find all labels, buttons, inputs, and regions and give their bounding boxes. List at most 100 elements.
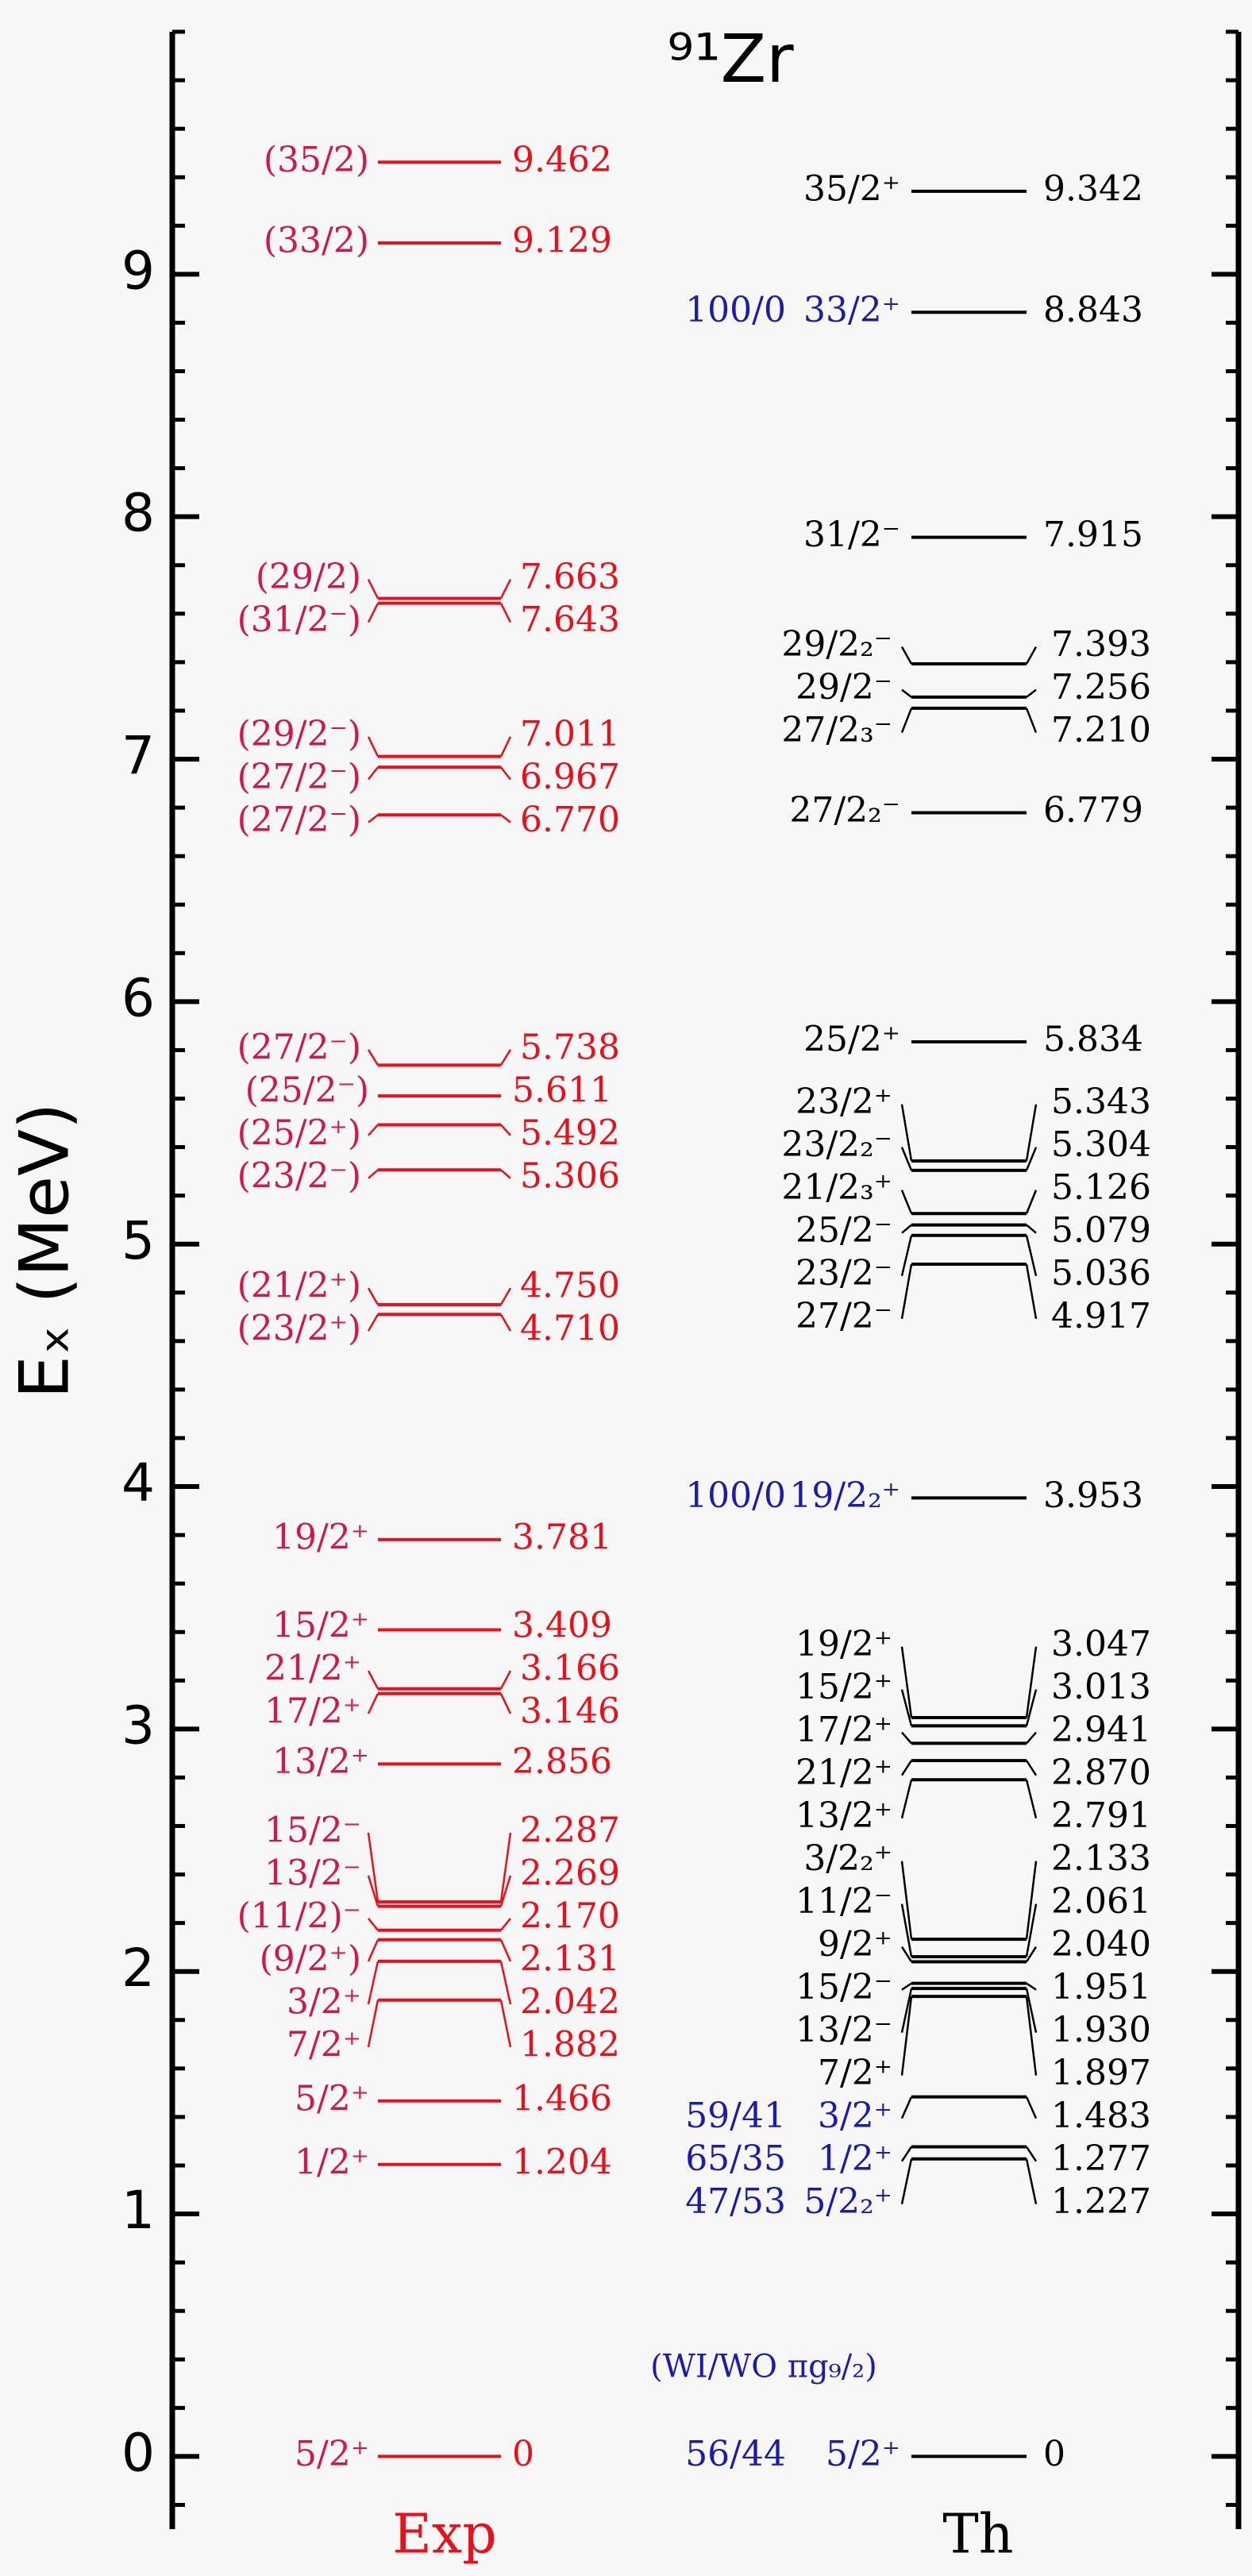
connector	[367, 579, 379, 600]
connector	[900, 2096, 913, 2119]
spin-label: 5/2⁺	[295, 2078, 369, 2119]
connector	[367, 1832, 379, 1903]
connector	[500, 1169, 511, 1179]
connector	[1025, 1996, 1038, 2076]
energy-label: 3.781	[512, 1517, 612, 1557]
connector	[368, 766, 379, 781]
connector	[499, 1693, 512, 1714]
spin-label: 7/2⁺	[818, 2053, 892, 2093]
connector	[901, 1731, 912, 1745]
energy-label: 2.870	[1051, 1753, 1151, 1793]
connector	[499, 579, 512, 600]
energy-label: 3.013	[1051, 1667, 1151, 1707]
spin-label: 9/2⁺	[818, 1924, 892, 1965]
spin-label: (31/2⁻)	[237, 600, 361, 640]
energy-label: 0	[1043, 2434, 1065, 2474]
connector	[499, 1287, 512, 1305]
connector	[900, 2158, 913, 2204]
connector	[368, 1124, 379, 1136]
connector	[1025, 1946, 1038, 1963]
energy-label: 1.204	[512, 2142, 612, 2182]
spin-label: (35/2)	[264, 140, 369, 180]
ratio-label: 56/44	[685, 2434, 786, 2474]
connector	[368, 1918, 379, 1931]
spin-label: 21/2⁺	[264, 1648, 361, 1688]
spin-label: (25/2⁻)	[245, 1070, 369, 1110]
connector	[367, 736, 379, 758]
y-tick-label: 4	[121, 1452, 155, 1514]
spin-label: 29/2⁻	[796, 667, 892, 708]
connector	[1025, 1104, 1038, 1162]
connector	[1025, 708, 1038, 734]
y-axis-label: Eₓ (MeV)	[5, 1103, 84, 1399]
connector	[900, 1689, 913, 1726]
spin-label: (29/2⁻)	[237, 714, 361, 754]
connector	[901, 1224, 912, 1234]
energy-label: 9.462	[512, 140, 612, 180]
connector	[900, 1996, 913, 2076]
energy-label: 1.882	[520, 2024, 620, 2065]
spin-label: (23/2⁻)	[237, 1155, 361, 1196]
spin-label: 21/2⁺	[796, 1753, 892, 1793]
connector	[1025, 1903, 1038, 1957]
energy-label: 2.040	[1051, 1924, 1151, 1965]
spin-label: (27/2⁻)	[237, 1027, 361, 1067]
spin-label: 1/2⁺	[818, 2138, 892, 2179]
spin-label: 23/2₂⁻	[781, 1124, 892, 1165]
energy-label: 3.146	[520, 1691, 620, 1731]
column-label: Th	[942, 2504, 1013, 2566]
connector	[900, 1946, 913, 1963]
energy-label: 4.917	[1051, 1296, 1151, 1336]
spin-label: 13/2⁺	[796, 1795, 892, 1836]
energy-label: 0	[512, 2434, 534, 2474]
y-tick-label: 2	[121, 1938, 155, 1999]
connector	[900, 1190, 913, 1214]
connector	[367, 1287, 379, 1305]
spin-label: 15/2⁺	[796, 1667, 892, 1707]
connector	[1025, 1190, 1038, 1214]
connector	[1025, 1235, 1038, 1277]
connector	[901, 1982, 912, 1991]
energy-label: 5.306	[520, 1155, 620, 1196]
energy-label: 5.834	[1043, 1020, 1143, 1060]
spin-label: (25/2⁺)	[237, 1113, 361, 1153]
spin-label: 25/2⁻	[796, 1210, 892, 1251]
connector	[367, 1875, 379, 1907]
connector	[900, 2146, 913, 2162]
energy-label: 5.343	[1051, 1082, 1151, 1122]
connector	[499, 1961, 512, 2005]
chart-title: ⁹¹Zr	[667, 20, 794, 98]
spin-label: 23/2⁺	[796, 1082, 892, 1122]
connector	[499, 1670, 512, 1690]
y-tick-label: 0	[121, 2422, 155, 2483]
connector	[1025, 1988, 1038, 2033]
energy-label: 5.611	[512, 1070, 612, 1110]
energy-label: 2.941	[1051, 1710, 1151, 1750]
energy-label: 6.967	[520, 757, 620, 797]
spin-label: 15/2⁻	[796, 1967, 892, 2007]
energy-label: 5.304	[1051, 1124, 1151, 1165]
energy-label: 3.953	[1043, 1475, 1143, 1516]
energy-label: 2.131	[520, 1938, 620, 1979]
ratio-label: 47/53	[685, 2181, 786, 2222]
energy-label: 3.409	[512, 1605, 612, 1645]
connector	[1025, 1147, 1038, 1171]
energy-label: 7.011	[520, 714, 620, 754]
connector	[1025, 1779, 1038, 1818]
energy-label: 1.483	[1051, 2096, 1151, 2136]
y-tick-label: 7	[121, 725, 155, 786]
connector	[499, 1832, 512, 1903]
connector	[1026, 688, 1037, 698]
connector	[367, 1999, 379, 2048]
connector	[367, 1049, 379, 1066]
connector	[1025, 2146, 1038, 2162]
connector	[367, 1670, 379, 1690]
connector	[900, 1104, 913, 1162]
energy-label: 7.663	[520, 557, 620, 597]
energy-label: 3.166	[520, 1648, 620, 1688]
connector	[499, 1939, 512, 1962]
connector	[900, 1646, 913, 1718]
y-tick-label: 1	[121, 2180, 155, 2241]
spin-label: 27/2₂⁻	[789, 790, 900, 831]
note: (WI/WO πg₉/₂)	[650, 2348, 877, 2385]
